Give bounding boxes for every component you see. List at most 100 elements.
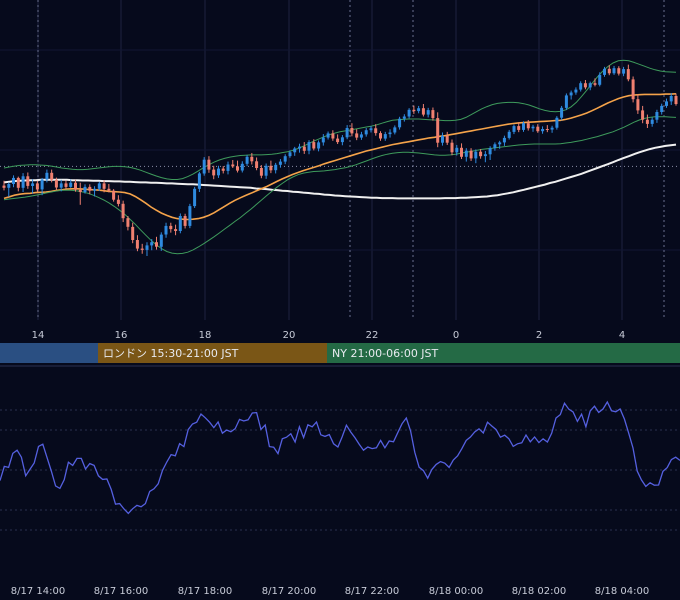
candle-body-down (259, 168, 263, 176)
candle-body-down (312, 142, 316, 149)
candle-body-down (631, 79, 635, 100)
candle-body-down (74, 182, 77, 190)
candle-body-up (612, 68, 616, 74)
candle-body-down (116, 199, 120, 204)
candle-body-up (359, 134, 363, 138)
candle-body-up (83, 186, 87, 192)
candle-body-up (159, 234, 163, 247)
candle-body-up (574, 89, 578, 93)
candle-body-up (283, 156, 287, 162)
session-label: ロンドン 15:30-21:00 JST (103, 347, 239, 360)
time-axis-tick-label: 4 (619, 330, 625, 341)
session-label: NY 21:00-06:00 JST (332, 347, 439, 360)
price-time-axis: 14 16 18 20 22 0 2 4 (0, 322, 680, 342)
candle-body-up (564, 95, 568, 108)
candle-body-up (321, 137, 325, 143)
candle-body-down (626, 69, 630, 80)
candle-body-up (40, 179, 44, 190)
candle-body-down (355, 133, 359, 138)
session-bar: ロンドン 15:30-21:00 JST NY 21:00-06:00 JST (0, 343, 680, 363)
candle-body-up (555, 117, 559, 128)
oscillator-time-tick-label: 8/18 02:00 (512, 586, 566, 597)
candle-body-up (464, 150, 468, 157)
candle-body-up (603, 68, 606, 75)
time-axis-tick-label: 22 (366, 330, 379, 341)
candle-body-down (121, 203, 125, 219)
candle-body-up (178, 216, 182, 231)
candle-body-up (426, 110, 430, 115)
candle-body-up (388, 132, 392, 135)
candle-body-down (269, 165, 273, 171)
candle-body-down (78, 189, 82, 192)
oscillator-time-tick-label: 8/17 22:00 (345, 586, 399, 597)
oscillator-time-tick-label: 8/17 16:00 (94, 586, 148, 597)
time-axis-tick-label: 14 (32, 330, 45, 341)
candle-body-down (421, 108, 425, 115)
indicator-line-2 (3, 59, 677, 180)
oscillator-time-axis: 8/17 14:00 8/17 16:00 8/17 18:00 8/17 20:00… (11, 586, 649, 597)
candle-body-up (588, 83, 592, 88)
candle-body-down (221, 168, 225, 171)
candle-body-up (598, 74, 602, 85)
candle-body-up (560, 107, 564, 118)
candle-body-up (293, 148, 297, 153)
candle-body-down (445, 135, 449, 143)
candle-body-up (441, 135, 444, 143)
candle-body-up (326, 133, 330, 138)
session-segment (98, 343, 327, 363)
candle-body-up (145, 245, 149, 250)
candle-body-up (550, 127, 554, 130)
candle-body-down (207, 159, 211, 170)
candle-body-up (188, 206, 192, 226)
oscillator-line (0, 400, 680, 515)
candle-body-down (302, 146, 306, 151)
candle-body-up (150, 242, 154, 246)
candle-body-down (636, 99, 640, 111)
candle-body-down (140, 248, 144, 250)
candle-body-down (183, 216, 187, 226)
candle-body-up (307, 142, 311, 151)
candle-body-up (455, 147, 459, 153)
oscillator-time-tick-label: 8/18 04:00 (595, 586, 649, 597)
oscillator-chart[interactable] (0, 400, 680, 515)
candle-body-down (593, 83, 597, 85)
candle-body-down (174, 229, 178, 231)
candle-body-down (645, 119, 649, 124)
time-axis-tick-label: 2 (536, 330, 542, 341)
indicator-line-1 (3, 93, 677, 221)
candle-body-down (583, 83, 587, 88)
candle-body-down (536, 126, 540, 132)
candle-body-up (69, 182, 73, 187)
candle-body-up (369, 128, 373, 131)
candle-body-up (622, 69, 626, 74)
price-chart[interactable] (2, 59, 678, 256)
candle-body-down (231, 164, 235, 167)
candle-body-up (12, 177, 15, 184)
candle-body-up (669, 96, 673, 102)
candle-body-up (488, 148, 492, 155)
candle-body-up (21, 176, 25, 188)
time-axis-tick-label: 18 (199, 330, 212, 341)
candle-body-down (102, 183, 106, 189)
candle-body-up (541, 129, 545, 132)
candle-body-down (255, 161, 259, 168)
oscillator-time-tick-label: 8/17 20:00 (262, 586, 316, 597)
candle-body-down (112, 190, 116, 200)
candle-body-up (660, 105, 664, 112)
candle-body-up (522, 123, 525, 130)
oscillator-time-tick-label: 8/17 18:00 (178, 586, 232, 597)
candle-body-down (336, 138, 340, 143)
candle-body-down (350, 128, 354, 134)
candle-body-up (474, 151, 478, 159)
candle-body-up (264, 165, 268, 176)
session-segment (327, 343, 680, 363)
session-segment (0, 343, 98, 363)
indicator-line-0 (3, 143, 677, 200)
candle-body-up (317, 142, 321, 149)
candle-body-up (383, 134, 387, 139)
oscillator-grid (0, 365, 680, 531)
candle-body-down (135, 240, 139, 249)
candle-body-up (93, 188, 97, 191)
candle-body-down (26, 176, 30, 186)
